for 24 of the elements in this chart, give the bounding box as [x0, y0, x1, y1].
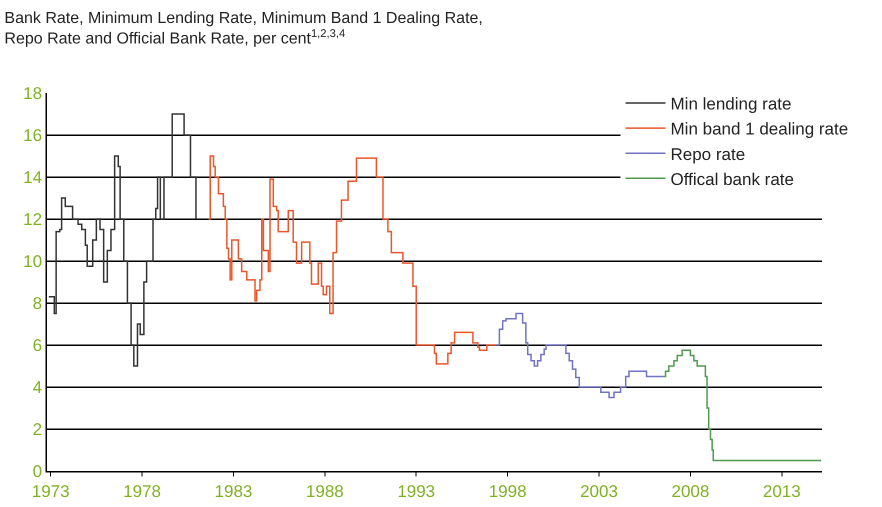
y-tick-label: 8: [32, 294, 42, 313]
y-tick-label: 4: [32, 378, 42, 397]
x-tick-label: 1973: [32, 482, 70, 501]
x-tick-label: 1998: [488, 482, 527, 501]
x-tick-label: 2003: [580, 482, 618, 501]
y-tick-label: 16: [23, 126, 42, 145]
legend-label: Repo rate: [670, 144, 746, 164]
legend-label: Offical bank rate: [670, 170, 794, 189]
chart-title: Bank Rate, Minimum Lending Rate, Minimum Band 1 Dealing Rate, Repo Rate and Official Bank Rate, per cent$^{1,2,3,4}$: [4, 10, 483, 48]
legend-label: Min band 1 dealing rate: [670, 120, 848, 139]
y-tick-label: 0: [32, 462, 42, 481]
x-tick-label: 1983: [214, 482, 252, 501]
y-tick-label: 10: [23, 252, 42, 271]
x-tick-label: 1978: [123, 482, 161, 501]
x-tick-label: 1993: [397, 482, 436, 501]
y-tick-label: 14: [23, 168, 42, 187]
y-tick-label: 6: [32, 336, 42, 355]
x-tick-label: 2008: [671, 482, 710, 501]
y-tick-label: 12: [23, 210, 42, 229]
y-tick-label: 18: [23, 84, 42, 103]
x-tick-label: 1988: [306, 482, 344, 501]
y-tick-label: 2: [32, 420, 42, 439]
legend-label: Min lending rate: [670, 94, 792, 114]
x-tick-label: 2013: [762, 482, 801, 501]
